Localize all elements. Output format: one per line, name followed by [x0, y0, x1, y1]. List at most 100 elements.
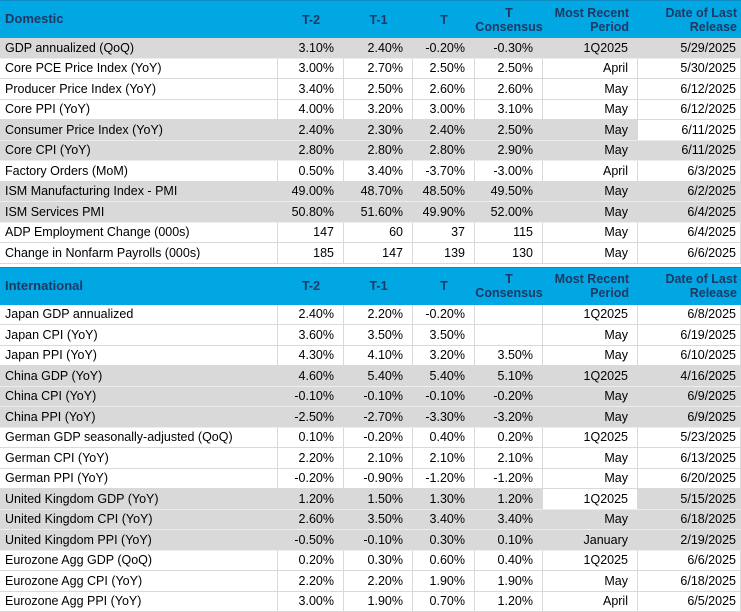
t-value-cell[interactable]: 48.50%	[413, 181, 475, 202]
most-recent-period-cell[interactable]: May	[543, 222, 638, 243]
t-value-cell[interactable]: 3.50%	[413, 325, 475, 346]
most-recent-period-cell[interactable]: 1Q2025	[543, 304, 638, 325]
most-recent-period-cell[interactable]: May	[543, 345, 638, 366]
t-value-cell[interactable]: 3.40%	[413, 509, 475, 530]
t2-value-cell[interactable]: 2.40%	[278, 120, 344, 141]
t-value-cell[interactable]: 0.40%	[413, 427, 475, 448]
date-of-last-release-cell[interactable]: 6/18/2025	[638, 509, 741, 530]
date-of-last-release-cell[interactable]: 6/18/2025	[638, 571, 741, 592]
indicator-label-cell[interactable]: German CPI (YoY)	[0, 448, 278, 469]
date-of-last-release-cell[interactable]: 6/10/2025	[638, 345, 741, 366]
most-recent-period-cell[interactable]: 1Q2025	[543, 489, 638, 510]
most-recent-period-cell[interactable]: May	[543, 448, 638, 469]
consensus-value-cell[interactable]: 130	[475, 243, 543, 264]
col-header-consensus[interactable]: T Consensus	[475, 272, 543, 300]
indicator-label-cell[interactable]: Core PCE Price Index (YoY)	[0, 58, 278, 79]
indicator-label-cell[interactable]: China GDP (YoY)	[0, 366, 278, 387]
most-recent-period-cell[interactable]: January	[543, 530, 638, 551]
indicator-label-cell[interactable]: China CPI (YoY)	[0, 386, 278, 407]
consensus-value-cell[interactable]: 2.10%	[475, 448, 543, 469]
most-recent-period-cell[interactable]: May	[543, 243, 638, 264]
indicator-label-cell[interactable]: GDP annualized (QoQ)	[0, 38, 278, 59]
date-of-last-release-cell[interactable]: 6/6/2025	[638, 243, 741, 264]
t2-value-cell[interactable]: 4.60%	[278, 366, 344, 387]
most-recent-period-cell[interactable]: May	[543, 509, 638, 530]
indicator-label-cell[interactable]: Producer Price Index (YoY)	[0, 79, 278, 100]
t2-value-cell[interactable]: -0.10%	[278, 386, 344, 407]
most-recent-period-cell[interactable]: April	[543, 161, 638, 182]
t-value-cell[interactable]: 2.10%	[413, 448, 475, 469]
most-recent-period-cell[interactable]: April	[543, 58, 638, 79]
t1-value-cell[interactable]: 2.20%	[344, 571, 413, 592]
indicator-label-cell[interactable]: Japan CPI (YoY)	[0, 325, 278, 346]
date-of-last-release-cell[interactable]: 6/20/2025	[638, 468, 741, 489]
date-of-last-release-cell[interactable]: 5/29/2025	[638, 38, 741, 59]
consensus-value-cell[interactable]	[475, 304, 543, 325]
t-value-cell[interactable]: 2.60%	[413, 79, 475, 100]
t1-value-cell[interactable]: 2.30%	[344, 120, 413, 141]
t-value-cell[interactable]: 5.40%	[413, 366, 475, 387]
date-of-last-release-cell[interactable]: 6/12/2025	[638, 99, 741, 120]
consensus-value-cell[interactable]: -3.20%	[475, 407, 543, 428]
t2-value-cell[interactable]: 2.60%	[278, 509, 344, 530]
indicator-label-cell[interactable]: Change in Nonfarm Payrolls (000s)	[0, 243, 278, 264]
most-recent-period-cell[interactable]: April	[543, 591, 638, 612]
t1-value-cell[interactable]: 2.20%	[344, 304, 413, 325]
date-of-last-release-cell[interactable]: 6/9/2025	[638, 386, 741, 407]
date-of-last-release-cell[interactable]: 5/30/2025	[638, 58, 741, 79]
indicator-label-cell[interactable]: Factory Orders (MoM)	[0, 161, 278, 182]
most-recent-period-cell[interactable]: May	[543, 407, 638, 428]
t2-value-cell[interactable]: 0.50%	[278, 161, 344, 182]
t1-value-cell[interactable]: 147	[344, 243, 413, 264]
t2-value-cell[interactable]: 50.80%	[278, 202, 344, 223]
t1-value-cell[interactable]: 0.30%	[344, 550, 413, 571]
col-header-most-recent-period[interactable]: Most Recent Period	[554, 272, 629, 300]
consensus-value-cell[interactable]: 1.90%	[475, 571, 543, 592]
date-of-last-release-cell[interactable]: 4/16/2025	[638, 366, 741, 387]
t-value-cell[interactable]: 0.60%	[413, 550, 475, 571]
t-value-cell[interactable]: 1.30%	[413, 489, 475, 510]
consensus-value-cell[interactable]: 3.40%	[475, 509, 543, 530]
date-of-last-release-cell[interactable]: 6/4/2025	[638, 202, 741, 223]
t2-value-cell[interactable]: 2.20%	[278, 448, 344, 469]
date-of-last-release-cell[interactable]: 6/19/2025	[638, 325, 741, 346]
t-value-cell[interactable]: -1.20%	[413, 468, 475, 489]
date-of-last-release-cell[interactable]: 6/11/2025	[638, 140, 741, 161]
consensus-value-cell[interactable]: 5.10%	[475, 366, 543, 387]
t-value-cell[interactable]: 3.00%	[413, 99, 475, 120]
consensus-value-cell[interactable]: 2.60%	[475, 79, 543, 100]
t2-value-cell[interactable]: 2.40%	[278, 304, 344, 325]
col-header-t2[interactable]: T-2	[301, 12, 321, 27]
most-recent-period-cell[interactable]: May	[543, 140, 638, 161]
t2-value-cell[interactable]: 2.80%	[278, 140, 344, 161]
t2-value-cell[interactable]: 0.20%	[278, 550, 344, 571]
t2-value-cell[interactable]: 2.20%	[278, 571, 344, 592]
t2-value-cell[interactable]: 147	[278, 222, 344, 243]
col-header-t[interactable]: T	[440, 279, 448, 293]
t1-value-cell[interactable]: -0.10%	[344, 530, 413, 551]
most-recent-period-cell[interactable]: May	[543, 120, 638, 141]
indicator-label-cell[interactable]: Eurozone Agg PPI (YoY)	[0, 591, 278, 612]
consensus-value-cell[interactable]: 0.10%	[475, 530, 543, 551]
t2-value-cell[interactable]: -0.20%	[278, 468, 344, 489]
t1-value-cell[interactable]: 51.60%	[344, 202, 413, 223]
t-value-cell[interactable]: 2.40%	[413, 120, 475, 141]
t1-value-cell[interactable]: 2.10%	[344, 448, 413, 469]
most-recent-period-cell[interactable]: 1Q2025	[543, 38, 638, 59]
most-recent-period-cell[interactable]: May	[543, 325, 638, 346]
indicator-label-cell[interactable]: ADP Employment Change (000s)	[0, 222, 278, 243]
consensus-value-cell[interactable]: 0.40%	[475, 550, 543, 571]
t-value-cell[interactable]: 49.90%	[413, 202, 475, 223]
date-of-last-release-cell[interactable]: 6/13/2025	[638, 448, 741, 469]
t1-value-cell[interactable]: 3.40%	[344, 161, 413, 182]
t2-value-cell[interactable]: 3.00%	[278, 58, 344, 79]
consensus-value-cell[interactable]: -0.20%	[475, 386, 543, 407]
date-of-last-release-cell[interactable]: 6/11/2025	[638, 120, 741, 141]
most-recent-period-cell[interactable]: May	[543, 181, 638, 202]
t1-value-cell[interactable]: -0.10%	[344, 386, 413, 407]
indicator-label-cell[interactable]: Japan PPI (YoY)	[0, 345, 278, 366]
consensus-value-cell[interactable]: -0.30%	[475, 38, 543, 59]
col-header-most-recent-period[interactable]: Most Recent Period	[554, 5, 629, 34]
t-value-cell[interactable]: 2.80%	[413, 140, 475, 161]
most-recent-period-cell[interactable]: May	[543, 386, 638, 407]
